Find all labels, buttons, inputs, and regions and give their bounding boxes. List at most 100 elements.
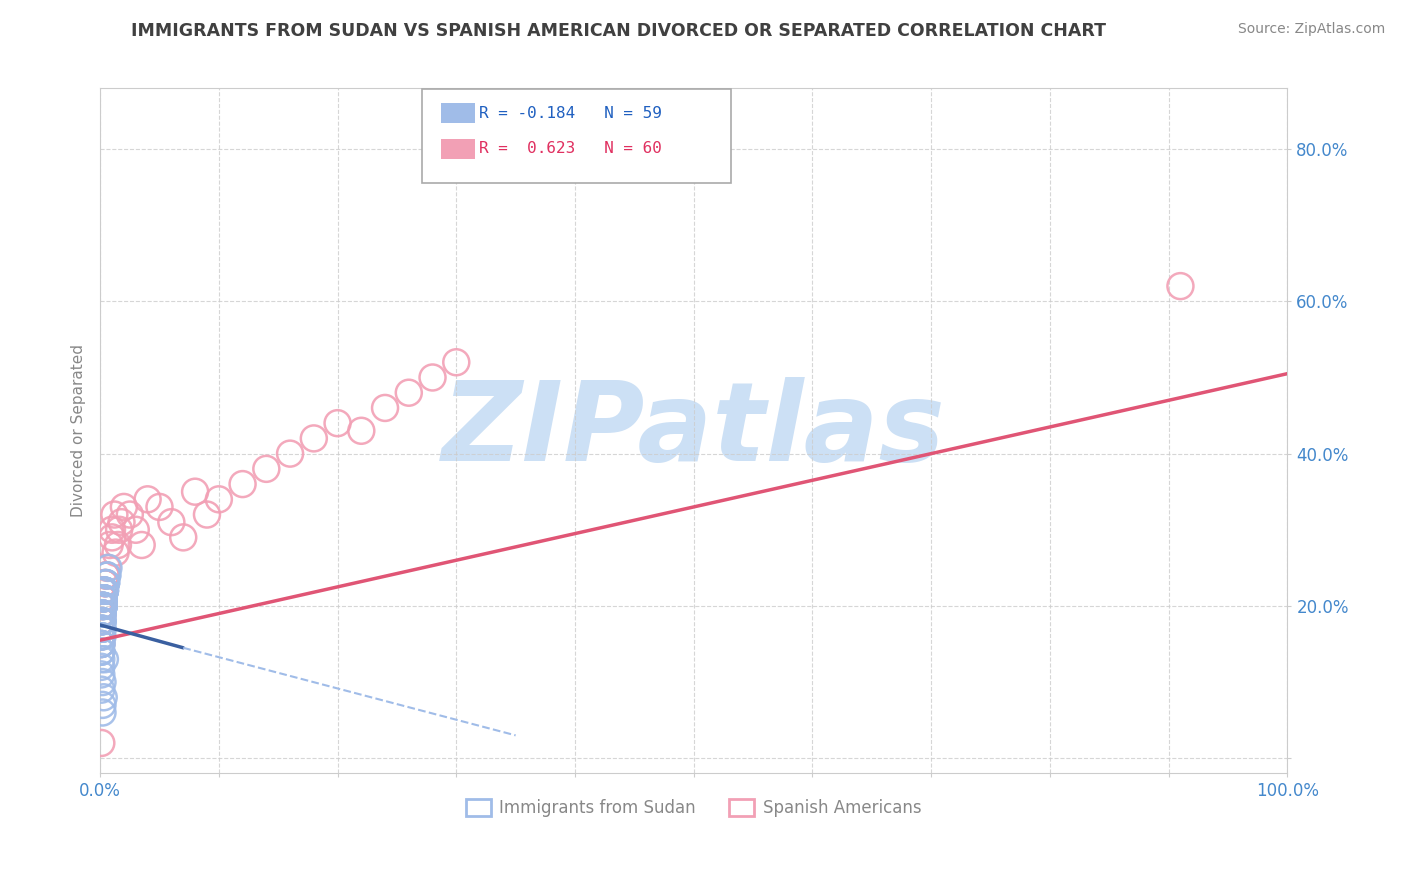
- Point: [93, 591, 115, 606]
- Point: [94, 583, 117, 598]
- Point: [93, 591, 115, 606]
- Legend: Immigrants from Sudan, Spanish Americans: Immigrants from Sudan, Spanish Americans: [460, 792, 928, 823]
- Point: [94, 576, 117, 591]
- Point: [91, 591, 114, 606]
- Point: [90, 644, 112, 658]
- Point: [278, 447, 301, 461]
- Point: [208, 492, 231, 507]
- Point: [94, 583, 117, 598]
- Point: [91, 607, 114, 621]
- Point: [422, 370, 444, 384]
- Point: [93, 591, 115, 606]
- Text: Source: ZipAtlas.com: Source: ZipAtlas.com: [1237, 22, 1385, 37]
- Point: [91, 622, 114, 636]
- Point: [93, 599, 115, 613]
- Point: [90, 607, 112, 621]
- Point: [91, 599, 114, 613]
- Point: [90, 637, 112, 651]
- Point: [93, 583, 115, 598]
- Point: [108, 523, 131, 537]
- Point: [94, 652, 117, 666]
- Point: [91, 599, 114, 613]
- Point: [91, 675, 114, 690]
- Text: IMMIGRANTS FROM SUDAN VS SPANISH AMERICAN DIVORCED OR SEPARATED CORRELATION CHAR: IMMIGRANTS FROM SUDAN VS SPANISH AMERICA…: [131, 22, 1107, 40]
- Point: [104, 546, 127, 560]
- Y-axis label: Divorced or Separated: Divorced or Separated: [72, 344, 86, 517]
- Point: [90, 622, 112, 636]
- Point: [91, 614, 114, 628]
- Point: [93, 591, 115, 606]
- Point: [91, 607, 114, 621]
- Point: [90, 614, 112, 628]
- Point: [91, 698, 114, 712]
- Point: [195, 508, 218, 522]
- Point: [254, 462, 277, 476]
- Point: [91, 607, 114, 621]
- Point: [160, 515, 183, 529]
- Point: [90, 599, 112, 613]
- Point: [93, 583, 115, 598]
- Point: [112, 500, 135, 514]
- Point: [90, 644, 112, 658]
- Point: [90, 614, 112, 628]
- Point: [110, 515, 132, 529]
- Point: [232, 477, 254, 491]
- Point: [97, 561, 120, 575]
- Point: [131, 538, 153, 552]
- Point: [94, 583, 117, 598]
- Point: [94, 576, 117, 591]
- Point: [93, 583, 115, 598]
- Point: [91, 614, 114, 628]
- Point: [91, 599, 114, 613]
- Point: [91, 607, 114, 621]
- Point: [93, 690, 115, 705]
- Point: [90, 614, 112, 628]
- Point: [90, 667, 112, 681]
- Point: [90, 622, 112, 636]
- Point: [90, 629, 112, 643]
- Point: [91, 629, 114, 643]
- Point: [118, 508, 141, 522]
- Point: [94, 576, 117, 591]
- Point: [94, 583, 117, 598]
- Point: [90, 637, 112, 651]
- Point: [93, 591, 115, 606]
- Point: [398, 385, 420, 400]
- Point: [148, 500, 170, 514]
- Point: [101, 523, 124, 537]
- Point: [91, 614, 114, 628]
- Text: R = -0.184   N = 59: R = -0.184 N = 59: [479, 106, 662, 120]
- Point: [91, 599, 114, 613]
- Point: [90, 637, 112, 651]
- Point: [90, 607, 112, 621]
- Point: [91, 591, 114, 606]
- Point: [90, 622, 112, 636]
- Point: [90, 599, 112, 613]
- Point: [1170, 279, 1192, 293]
- Point: [90, 629, 112, 643]
- Point: [93, 583, 115, 598]
- Point: [184, 484, 207, 499]
- Point: [96, 561, 118, 575]
- Point: [91, 583, 114, 598]
- Point: [91, 706, 114, 720]
- Point: [94, 568, 117, 582]
- Point: [94, 576, 117, 591]
- Point: [91, 607, 114, 621]
- Point: [350, 424, 373, 438]
- Point: [91, 614, 114, 628]
- Point: [94, 568, 117, 582]
- Point: [90, 644, 112, 658]
- Point: [90, 629, 112, 643]
- Point: [326, 416, 349, 430]
- Point: [96, 568, 118, 582]
- Point: [107, 538, 129, 552]
- Point: [94, 583, 117, 598]
- Point: [90, 660, 112, 674]
- Text: ZIPatlas: ZIPatlas: [441, 377, 946, 484]
- Point: [93, 591, 115, 606]
- Point: [94, 583, 117, 598]
- Point: [94, 576, 117, 591]
- Point: [90, 682, 112, 697]
- Point: [374, 401, 396, 415]
